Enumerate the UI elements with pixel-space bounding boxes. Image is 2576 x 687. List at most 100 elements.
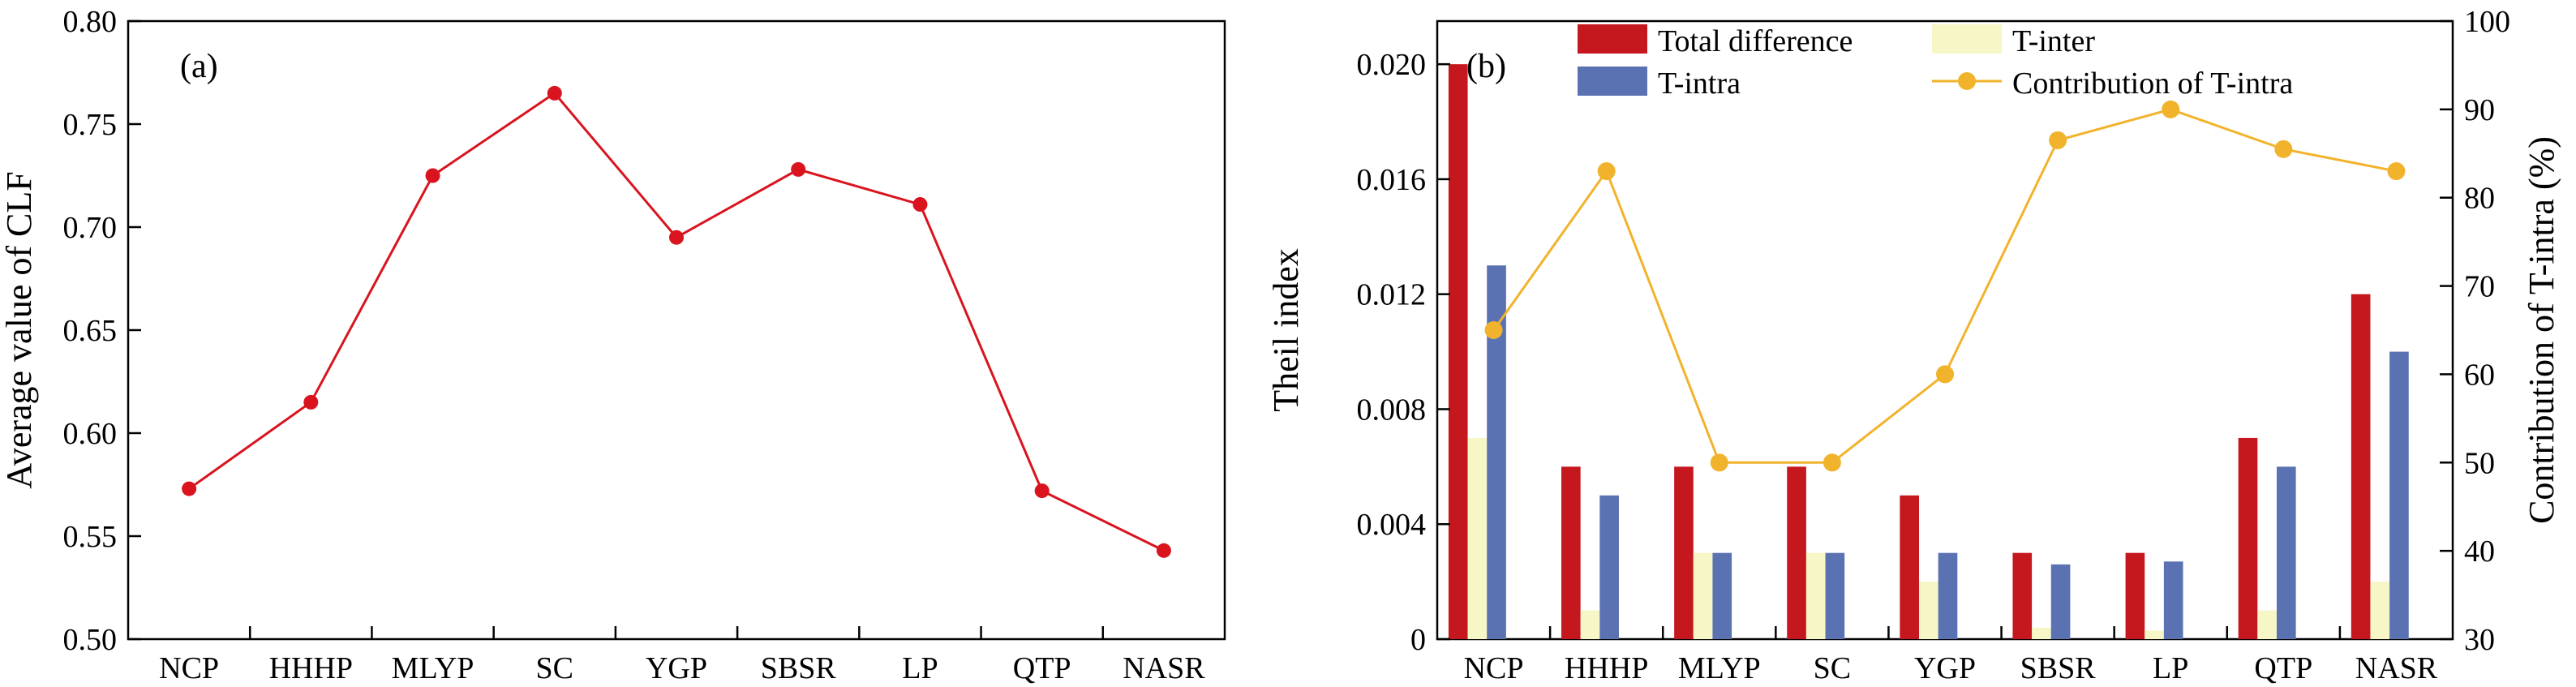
contribution-point xyxy=(1597,162,1616,181)
total-difference-bar xyxy=(1787,466,1806,639)
t-intra-bar xyxy=(2163,561,2183,639)
panel-a-x-tick-label: SBSR xyxy=(761,651,837,685)
t-inter-bar xyxy=(2257,610,2277,639)
panel-b-y2-tick-label: 50 xyxy=(2464,446,2495,480)
panel-a-x-ticks: NCP HHHP MLYP SC YGP SBSR LP QTP NASR xyxy=(159,626,1205,685)
clf-point xyxy=(669,230,684,245)
t-inter-bar xyxy=(1467,437,1488,639)
panel-b-y2-tick-label: 80 xyxy=(2464,182,2495,216)
panel-b-y-ticks: 0 0.004 0.008 0.012 0.016 0.020 xyxy=(1357,48,1450,657)
panel-b-y-tick-label: 0.012 xyxy=(1357,278,1427,312)
clf-line xyxy=(188,91,1165,552)
t-intra-bar xyxy=(1599,495,1619,639)
t-inter-bar xyxy=(2145,630,2164,639)
legend-contribution-marker xyxy=(1958,72,1976,90)
t-inter-bar xyxy=(2032,627,2051,639)
panel-a-x-tick-label: NCP xyxy=(159,651,219,685)
panel-b-x-tick-label: YGP xyxy=(1914,651,1976,685)
panel-b-y2-tick-label: 60 xyxy=(2464,358,2495,392)
panel-b-y-tick-label: 0.008 xyxy=(1357,393,1427,427)
t-intra-bar xyxy=(2389,351,2409,639)
legend-contribution-label: Contribution of T-intra xyxy=(2012,67,2293,101)
clf-point xyxy=(1156,543,1171,558)
contribution-point xyxy=(1936,365,1954,384)
panel-a-y-tick-label: 0.65 xyxy=(63,314,118,348)
legend-total-label: Total difference xyxy=(1658,24,1853,58)
t-intra-bar xyxy=(1938,552,1958,639)
clf-point xyxy=(182,481,197,496)
contribution-point xyxy=(1710,453,1728,472)
legend-t-intra-label: T-intra xyxy=(1658,67,1741,101)
clf-point xyxy=(303,394,319,410)
t-intra-bar xyxy=(2050,564,2071,639)
t-inter-bar xyxy=(2370,582,2390,639)
panel-a-x-tick-label: LP xyxy=(902,651,938,685)
panel-b-y2-tick-label: 100 xyxy=(2464,5,2510,39)
total-difference-bar xyxy=(2351,294,2371,639)
panel-b-contribution-line xyxy=(1484,100,2406,472)
clf-point xyxy=(912,197,928,213)
panel-a: (a) Average value of CLF 0.50 0.55 0.60 0.6… xyxy=(0,5,1226,685)
panel-b-x-ticks: NCP HHHP MLYP SC YGP SBSR LP QTP NASR xyxy=(1464,626,2438,685)
panel-b-x-tick-label: NCP xyxy=(1464,651,1524,685)
clf-point xyxy=(547,85,562,101)
panel-b-x-tick-label: SBSR xyxy=(2020,651,2097,685)
panel-b-y2-axis-label: Contribution of T-intra (%) xyxy=(2522,136,2561,524)
panel-b-y2-ticks: 30 40 50 60 70 80 90 100 xyxy=(2440,5,2510,657)
panel-b-y-tick-label: 0 xyxy=(1410,623,1426,657)
contribution-line xyxy=(1492,108,2397,464)
total-difference-bar xyxy=(2238,437,2258,639)
panel-b-label: (b) xyxy=(1466,48,1506,85)
panel-b-x-tick-label: NASR xyxy=(2355,651,2438,685)
t-intra-bar xyxy=(2276,466,2296,639)
panel-b-y2-tick-label: 90 xyxy=(2464,93,2495,127)
legend: Total difference T-intra T-inter Contrib… xyxy=(1578,24,2293,101)
clf-point xyxy=(1034,483,1050,499)
panel-b-x-tick-label: QTP xyxy=(2254,651,2312,685)
panel-a-y-tick-label: 0.50 xyxy=(63,623,118,657)
panel-a-y-tick-label: 0.80 xyxy=(63,5,118,39)
panel-b-y-tick-label: 0.016 xyxy=(1357,163,1427,197)
contribution-point xyxy=(2162,100,2180,118)
panel-b-y-tick-label: 0.020 xyxy=(1357,48,1427,82)
legend-t-inter-label: T-inter xyxy=(2012,24,2095,58)
contribution-point xyxy=(2274,140,2293,158)
panel-a-y-tick-label: 0.75 xyxy=(63,108,118,142)
legend-total-swatch xyxy=(1578,24,1647,54)
panel-b-y2-tick-label: 30 xyxy=(2464,623,2495,657)
panel-b-y2-tick-label: 40 xyxy=(2464,535,2495,569)
total-difference-bar xyxy=(1900,495,1920,639)
panel-a-y-tick-label: 0.60 xyxy=(63,417,118,451)
legend-t-intra-swatch xyxy=(1578,67,1647,96)
panel-a-y-tick-label: 0.70 xyxy=(63,211,118,245)
clf-point xyxy=(791,161,806,177)
panel-b-x-tick-label: SC xyxy=(1814,651,1851,685)
panel-a-series xyxy=(182,85,1171,558)
total-difference-bar xyxy=(1674,466,1694,639)
contribution-point xyxy=(1484,321,1503,339)
contribution-point xyxy=(2049,131,2067,149)
panel-b-y-axis-label: Theil index xyxy=(1266,248,1306,412)
panel-b: (b) Theil index Contribution of T-intra … xyxy=(1266,5,2561,685)
panel-b-y-tick-label: 0.004 xyxy=(1357,508,1427,542)
total-difference-bar xyxy=(2012,552,2033,639)
total-difference-bar xyxy=(1448,64,1468,640)
t-intra-bar xyxy=(1825,552,1845,639)
panel-b-x-tick-label: MLYP xyxy=(1678,651,1761,685)
t-inter-bar xyxy=(1693,552,1713,639)
panel-a-x-tick-label: MLYP xyxy=(392,651,474,685)
total-difference-bar xyxy=(2125,552,2145,639)
panel-a-x-tick-label: QTP xyxy=(1013,651,1071,685)
panel-b-frame xyxy=(1436,19,2454,641)
legend-t-inter-swatch xyxy=(1932,24,2002,54)
t-intra-bar xyxy=(1712,552,1732,639)
panel-a-y-tick-label: 0.55 xyxy=(63,520,118,554)
panel-a-x-tick-label: NASR xyxy=(1123,651,1205,685)
total-difference-bar xyxy=(1561,466,1581,639)
t-inter-bar xyxy=(1919,582,1938,639)
panel-a-y-axis-label: Average value of CLF xyxy=(0,171,39,488)
panel-b-y2-tick-label: 70 xyxy=(2464,270,2495,304)
contribution-point xyxy=(2387,162,2406,181)
panel-a-frame xyxy=(127,19,1226,641)
